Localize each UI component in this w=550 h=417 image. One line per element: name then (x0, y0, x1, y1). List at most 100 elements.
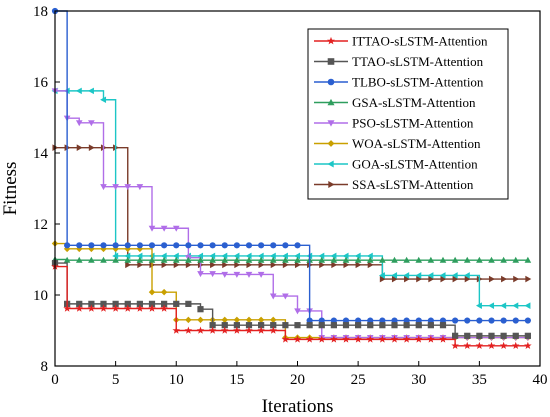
data-point (512, 332, 519, 339)
data-point (233, 316, 241, 324)
data-point (331, 261, 338, 269)
data-point (427, 322, 434, 329)
legend-swatch-marker (327, 140, 335, 147)
data-point (391, 322, 398, 329)
data-point (427, 272, 434, 279)
data-point (488, 256, 495, 263)
data-point (136, 242, 143, 249)
data-point (124, 184, 132, 191)
data-point (197, 271, 204, 278)
data-point (136, 304, 144, 312)
data-point (148, 225, 156, 232)
data-point (378, 335, 387, 343)
y-tick-label: 18 (33, 4, 48, 20)
data-point (354, 256, 362, 263)
data-point (476, 332, 483, 339)
data-point (452, 332, 459, 339)
data-point (269, 326, 278, 334)
data-point (525, 275, 532, 283)
data-point (87, 87, 94, 95)
data-point (501, 275, 508, 283)
data-point (75, 87, 82, 95)
data-point (173, 300, 180, 307)
data-point (100, 256, 107, 263)
data-point (463, 341, 472, 349)
data-point (172, 225, 180, 232)
data-point (440, 275, 447, 283)
data-point (500, 332, 507, 339)
data-point (476, 317, 483, 324)
data-point (488, 275, 495, 283)
data-point (342, 256, 350, 263)
data-point (391, 272, 398, 279)
data-point (76, 245, 83, 253)
data-point (439, 335, 447, 343)
data-point (87, 304, 96, 312)
data-point (294, 308, 301, 315)
data-point (136, 184, 144, 191)
data-point (172, 326, 181, 334)
data-point (282, 322, 289, 329)
legend-label: WOA-sLSTM-Attention (352, 136, 481, 151)
data-point (233, 242, 240, 249)
data-point (75, 304, 84, 312)
data-point (403, 322, 410, 329)
data-point (88, 245, 95, 253)
legend-label: GOA-sLSTM-Attention (352, 157, 478, 172)
series-line (55, 242, 528, 339)
data-point (524, 302, 531, 309)
legend-label: ITTAO-sLSTM-Attention (352, 34, 488, 49)
data-point (233, 256, 241, 263)
data-point (112, 256, 119, 263)
y-tick-label: 12 (33, 217, 48, 233)
data-point (512, 302, 519, 309)
data-point (88, 120, 95, 127)
legend-swatch-marker (327, 98, 335, 106)
data-point (282, 242, 289, 249)
data-point (112, 242, 119, 249)
data-point (160, 256, 168, 263)
data-point (196, 326, 205, 334)
legend-entry: TTAO-sLSTM-Attention (314, 54, 484, 69)
data-point (257, 316, 265, 324)
data-point (451, 341, 459, 349)
data-point (439, 272, 446, 279)
data-point (100, 245, 107, 253)
y-axis-title: Fitness (0, 162, 21, 216)
data-point (270, 261, 277, 269)
data-point (427, 335, 435, 343)
data-point (511, 341, 520, 349)
data-point (76, 242, 83, 249)
data-point (476, 256, 483, 263)
data-point (112, 245, 119, 253)
series-line (55, 90, 528, 339)
data-point (185, 316, 192, 324)
data-point (137, 261, 144, 269)
data-point (464, 275, 471, 283)
data-point (354, 335, 362, 343)
data-point (100, 96, 107, 104)
legend-entry: ITTAO-sLSTM-Attention (314, 34, 488, 49)
data-point (513, 275, 520, 283)
data-point (63, 245, 71, 253)
data-point (282, 261, 289, 269)
x-tick-label: 30 (411, 372, 426, 388)
data-point (88, 256, 95, 263)
data-point (172, 256, 180, 263)
legend-label: TLBO-sLSTM-Attention (352, 75, 484, 90)
data-point (124, 242, 131, 249)
data-point (366, 335, 375, 343)
data-point (319, 261, 326, 269)
data-point (366, 256, 374, 263)
data-point (148, 242, 156, 249)
data-point (379, 256, 386, 263)
data-point (464, 332, 471, 339)
legend: ITTAO-sLSTM-Attention TTAO-sLSTM-Attentio… (307, 28, 509, 200)
data-point (379, 275, 386, 283)
data-point (439, 256, 447, 263)
data-point (160, 288, 168, 296)
data-point (210, 261, 217, 269)
legend-swatch-marker (327, 78, 335, 86)
data-point (488, 332, 495, 339)
